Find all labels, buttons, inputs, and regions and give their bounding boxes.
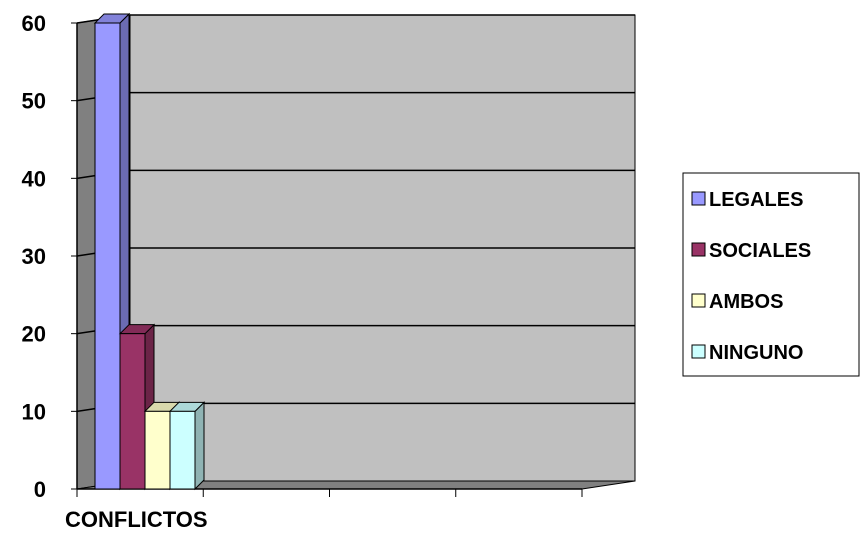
bar-front [169, 410, 196, 490]
legend-item: LEGALES [691, 189, 803, 211]
bar-front [119, 333, 146, 490]
legend-label: NINGUNO [709, 342, 803, 364]
bar-ninguno [168, 401, 206, 491]
y-tick-label: 0 [34, 477, 46, 502]
legend-label: AMBOS [709, 291, 783, 313]
y-axis: 0 10 20 30 40 50 60 [22, 11, 78, 502]
y-tick-label: 40 [22, 166, 46, 191]
legend: LEGALES SOCIALES AMBOS NINGUNO [682, 172, 860, 377]
bars [93, 12, 206, 491]
legend-label: SOCIALES [709, 240, 811, 262]
bar-front [144, 410, 171, 490]
bar-side [194, 401, 205, 491]
legend-swatch [691, 293, 706, 308]
legend-swatch [691, 242, 706, 257]
x-category-label: CONFLICTOS [65, 507, 208, 532]
legend-item: NINGUNO [691, 342, 803, 364]
legend-box [682, 172, 860, 377]
x-axis: CONFLICTOS [65, 488, 583, 532]
legend-item: SOCIALES [691, 240, 811, 262]
y-tick-label: 60 [22, 11, 46, 36]
y-tick-label: 20 [22, 322, 46, 347]
bar-front [94, 22, 121, 490]
legend-swatch [691, 191, 706, 206]
legend-item: AMBOS [691, 291, 783, 313]
y-tick-label: 50 [22, 89, 46, 114]
legend-label: LEGALES [709, 189, 803, 211]
y-tick-label: 30 [22, 244, 46, 269]
legend-swatch [691, 344, 706, 359]
y-tick-label: 10 [22, 399, 46, 424]
